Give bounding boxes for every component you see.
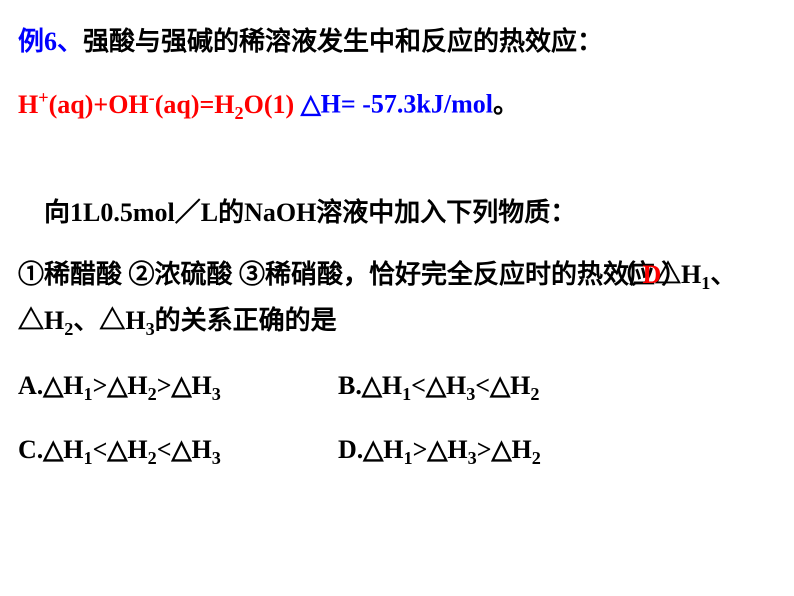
delta-h: △H= -57.3kJ/mol [301, 90, 493, 119]
body2c: 、△H [73, 306, 145, 335]
optC-s3: 3 [212, 448, 221, 468]
optC-s2: 2 [148, 448, 157, 468]
optC-m2: <△H [157, 435, 212, 464]
optB-m2: <△H [475, 371, 530, 400]
optB-pre: B.△H [338, 371, 402, 400]
equation-line: H+(aq)+OH-(aq)=H2O(1) △H= -57.3kJ/mol。 [18, 82, 776, 129]
body2d: 的关系正确的是 [155, 306, 337, 335]
optD-m1: >△H [413, 435, 468, 464]
body1-text: 向1L0.5mol／L的NaOH溶液中加入下列物质： [31, 198, 576, 227]
optD-pre: D.△H [338, 435, 404, 464]
eq-period: 。 [493, 90, 519, 119]
option-b: B.△H1<△H3<△H2 [338, 364, 539, 410]
optA-pre: A.△H [18, 371, 84, 400]
paren-close: ） [661, 260, 687, 289]
option-d: D.△H1>△H3>△H2 [338, 428, 541, 474]
options-row-2: C.△H1<△H2<△H3 D.△H1>△H3>△H2 [18, 428, 776, 474]
body-line-1: 向1L0.5mol／L的NaOH溶液中加入下列物质： [18, 147, 776, 235]
optD-s3: 2 [532, 448, 541, 468]
eq-h-aq: (aq)+OH [49, 90, 149, 119]
optB-s2: 3 [466, 384, 475, 404]
equation-lhs: H+(aq)+OH-(aq)=H2O(1) [18, 90, 301, 119]
optA-s2: 2 [148, 384, 157, 404]
optC-pre: C.△H [18, 435, 84, 464]
optB-m1: <△H [411, 371, 466, 400]
body-line-2: ①稀醋酸 ②浓硫酸 ③稀硝酸，恰好完全反应时的热效应△H1、△H2、△H3的关系… [18, 253, 776, 345]
eq-h: H [18, 90, 38, 119]
body2-sub2: 2 [64, 320, 73, 340]
body2-sub3: 3 [146, 320, 155, 340]
body2-sub1: 1 [701, 274, 710, 294]
eq-h2o-sub: 2 [235, 103, 244, 123]
optA-m1: >△H [93, 371, 148, 400]
options-row-1: A.△H1>△H2>△H3 B.△H1<△H3<△H2 [18, 364, 776, 410]
body2a: ①稀醋酸 ②浓硫酸 ③稀硝酸，恰好完全反应时的热效应△H [18, 260, 701, 289]
optA-s3: 3 [212, 384, 221, 404]
eq-h2o-tail: O(1) [244, 90, 301, 119]
optD-s2: 3 [468, 448, 477, 468]
answer-paren: （ D） [610, 253, 687, 297]
optC-s1: 1 [84, 448, 93, 468]
option-c: C.△H1<△H2<△H3 [18, 428, 338, 474]
eq-oh-aq: (aq)=H [155, 90, 235, 119]
title-line: 例6、强酸与强碱的稀溶液发生中和反应的热效应： [18, 20, 776, 64]
optB-s1: 1 [402, 384, 411, 404]
optD-m2: >△H [477, 435, 532, 464]
title-text: 强酸与强碱的稀溶液发生中和反应的热效应： [83, 27, 603, 56]
optA-m2: >△H [157, 371, 212, 400]
optC-m1: <△H [93, 435, 148, 464]
eq-h-sup: + [38, 87, 48, 107]
optB-s3: 2 [530, 384, 539, 404]
example-number: 例6、 [18, 27, 83, 56]
paren-open: （ [610, 260, 643, 289]
optA-s1: 1 [84, 384, 93, 404]
optD-s1: 1 [404, 448, 413, 468]
option-a: A.△H1>△H2>△H3 [18, 364, 338, 410]
answer-letter: D [643, 260, 662, 289]
